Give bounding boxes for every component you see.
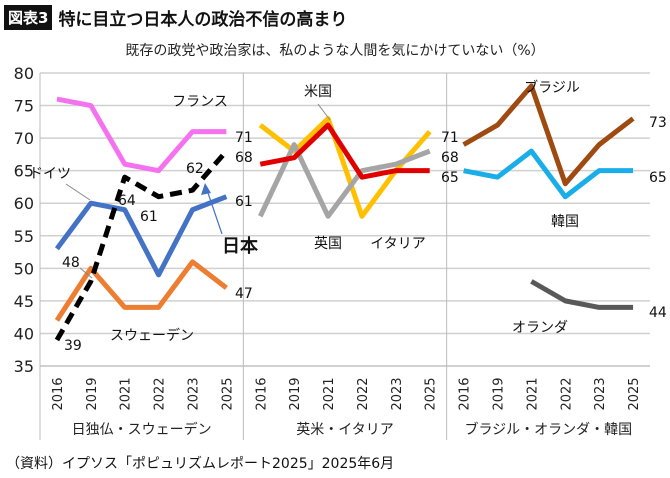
x-tick-label: 2016 bbox=[254, 377, 269, 410]
series-name-label: 米国 bbox=[304, 84, 332, 100]
x-tick-label: 2023 bbox=[187, 377, 202, 410]
arrow-head-icon bbox=[201, 183, 211, 195]
series-line-ドイツ bbox=[54, 194, 228, 278]
data-label: 68 bbox=[441, 150, 459, 166]
x-tick-label: 2019 bbox=[85, 377, 100, 410]
series-line-米国 bbox=[259, 122, 430, 180]
x-tick-label: 2022 bbox=[559, 377, 574, 410]
series-line-オランダ bbox=[530, 279, 634, 310]
title-row: 図表3 特に目立つ日本人の政治不信の高まり bbox=[4, 4, 347, 30]
leader-line bbox=[65, 183, 91, 201]
series-name-label: 英国 bbox=[314, 235, 342, 252]
series-line-韓国 bbox=[463, 148, 634, 200]
y-tick-label: 75 bbox=[14, 97, 34, 116]
data-label: 71 bbox=[441, 130, 459, 146]
y-tick-label: 60 bbox=[14, 194, 34, 213]
source-note: （資料）イプソス「ポピュリズムレポート2025」2025年6月 bbox=[6, 456, 395, 472]
y-tick-label: 55 bbox=[14, 227, 34, 246]
y-tick-label: 70 bbox=[14, 129, 34, 148]
data-label: 68 bbox=[235, 150, 253, 166]
x-tick-label: 2019 bbox=[492, 377, 507, 410]
leader-line bbox=[79, 267, 93, 279]
y-tick-label: 50 bbox=[14, 259, 34, 278]
x-tick-label: 2016 bbox=[458, 377, 473, 410]
data-label: 44 bbox=[649, 305, 667, 321]
y-tick-label: 45 bbox=[14, 292, 34, 311]
series-name-label: フランス bbox=[172, 94, 228, 110]
panel-label: ブラジル・オランダ・韓国 bbox=[464, 421, 632, 438]
series-name-label: スウェーデン bbox=[110, 327, 194, 344]
x-tick-label: 2016 bbox=[51, 377, 66, 410]
x-tick-label: 2023 bbox=[593, 377, 608, 410]
y-tick-label: 65 bbox=[14, 162, 34, 181]
data-label: 47 bbox=[235, 286, 253, 302]
data-label: 73 bbox=[649, 115, 667, 131]
y-tick-label: 40 bbox=[14, 324, 34, 343]
y-tick-label: 35 bbox=[14, 357, 34, 376]
data-label: 64 bbox=[118, 193, 136, 209]
series-line-ブラジル bbox=[462, 83, 635, 187]
series-name-label: 韓国 bbox=[551, 214, 579, 230]
series-name-label: ブラジル bbox=[524, 79, 580, 96]
x-tick-label: 2025 bbox=[627, 377, 642, 410]
series-name-label: オランダ bbox=[512, 320, 568, 336]
data-label: 65 bbox=[441, 170, 459, 186]
x-tick-label: 2022 bbox=[356, 377, 371, 410]
data-label: 61 bbox=[235, 194, 253, 210]
data-label: 61 bbox=[140, 209, 158, 225]
figure-badge: 図表3 bbox=[4, 4, 53, 30]
series-line-フランス bbox=[56, 96, 227, 174]
series-line-日本 bbox=[54, 149, 229, 342]
chart-subtitle: 既存の政党や政治家は、私のような人間を気にかけていない（%） bbox=[125, 43, 545, 59]
x-tick-label: 2019 bbox=[288, 377, 303, 410]
y-tick-label: 80 bbox=[14, 64, 34, 83]
data-label: 62 bbox=[186, 161, 204, 177]
chart-title: 特に目立つ日本人の政治不信の高まり bbox=[58, 9, 348, 30]
panel-label: 英米・イタリア bbox=[296, 421, 393, 438]
arrow-line bbox=[206, 189, 223, 235]
x-tick-label: 2022 bbox=[153, 377, 168, 410]
x-tick-label: 2021 bbox=[525, 377, 540, 410]
series-name-label: イタリア bbox=[370, 236, 425, 252]
x-tick-label: 2021 bbox=[119, 377, 134, 410]
panel-label: 日独仏・スウェーデン bbox=[72, 421, 212, 438]
data-label: 71 bbox=[235, 130, 253, 146]
data-label: 48 bbox=[62, 255, 80, 271]
data-label: 65 bbox=[649, 170, 667, 186]
series-line-スウェーデン bbox=[54, 259, 228, 322]
data-label: 39 bbox=[64, 338, 82, 354]
x-tick-label: 2025 bbox=[424, 377, 439, 410]
leader-line bbox=[317, 103, 331, 121]
x-tick-label: 2021 bbox=[322, 377, 337, 410]
series-name-label: ドイツ bbox=[29, 166, 71, 182]
x-tick-label: 2023 bbox=[390, 377, 405, 410]
series-name-label: 日本 bbox=[222, 235, 258, 257]
x-tick-label: 2025 bbox=[220, 377, 235, 410]
